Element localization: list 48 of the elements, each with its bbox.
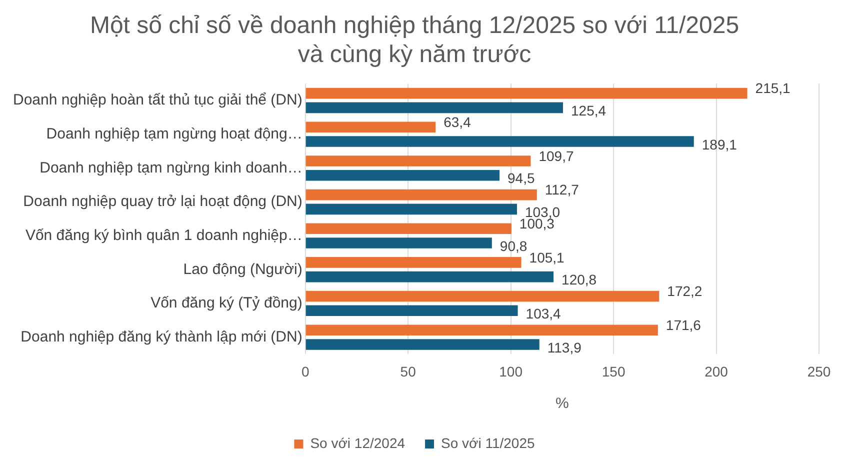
bar bbox=[306, 170, 500, 181]
data-label: 112,7 bbox=[544, 182, 580, 198]
y-tick-label: Vốn đăng ký (Tỷ đồng) bbox=[150, 294, 302, 312]
data-label: 172,2 bbox=[667, 283, 702, 300]
data-label: 90,8 bbox=[500, 238, 528, 254]
data-label: 63,4 bbox=[444, 114, 472, 130]
legend-label: So với 11/2025 bbox=[441, 434, 535, 451]
bar bbox=[306, 122, 436, 133]
data-label: 103,4 bbox=[526, 306, 562, 322]
y-tick-label: Lao động (Người) bbox=[183, 260, 302, 278]
data-label: 215,1 bbox=[755, 80, 791, 96]
data-label: 189,1 bbox=[702, 136, 738, 152]
bar bbox=[306, 339, 540, 350]
x-tick-label: 50 bbox=[400, 363, 416, 380]
x-axis-title: % bbox=[556, 395, 569, 412]
bar bbox=[306, 136, 694, 147]
data-label: 113,9 bbox=[547, 339, 582, 356]
bar bbox=[306, 88, 748, 99]
data-label: 125,4 bbox=[570, 102, 606, 119]
bar bbox=[306, 257, 522, 268]
data-label: 109,7 bbox=[538, 148, 574, 164]
data-label: 105,1 bbox=[529, 249, 565, 266]
x-tick-label: 0 bbox=[301, 363, 310, 380]
bar bbox=[306, 290, 660, 302]
x-tick-label: 100 bbox=[499, 363, 523, 380]
y-tick-label: Doanh nghiệp đăng ký thành lập mới (DN) bbox=[20, 328, 302, 346]
bar bbox=[306, 324, 658, 336]
y-tick-label: Doanh nghiệp hoàn tất thủ tục giải thể (DN) bbox=[12, 92, 302, 109]
data-label: 171,6 bbox=[666, 316, 702, 333]
x-tick-label: 250 bbox=[807, 363, 831, 380]
bar bbox=[306, 156, 531, 166]
x-tick-label: 150 bbox=[602, 363, 626, 380]
bar bbox=[306, 271, 554, 282]
y-tick-label: Doanh nghiệp tạm ngừng kinh doanh… bbox=[40, 159, 302, 176]
y-tick-label: Doanh nghiệp tạm ngừng hoạt động… bbox=[46, 125, 302, 142]
x-tick-label: 200 bbox=[704, 363, 728, 380]
bar bbox=[306, 204, 517, 215]
bar bbox=[306, 238, 492, 248]
data-label: 94,5 bbox=[508, 170, 535, 186]
y-tick-label: Doanh nghiệp quay trở lại hoạt động (DN) bbox=[23, 193, 302, 210]
chart-title: Một số chỉ số về doanh nghiệp tháng 12/2025 so với 11/2025 và cùng kỳ năm trước bbox=[90, 12, 740, 68]
legend-label: So với 12/2024 bbox=[310, 434, 406, 451]
bar bbox=[306, 102, 563, 114]
bar bbox=[306, 223, 512, 234]
bar bbox=[306, 189, 537, 200]
y-tick-label: Vốn đăng ký bình quân 1 doanh nghiệp… bbox=[25, 226, 302, 244]
bar bbox=[306, 305, 518, 316]
data-label: 120,8 bbox=[562, 272, 597, 288]
